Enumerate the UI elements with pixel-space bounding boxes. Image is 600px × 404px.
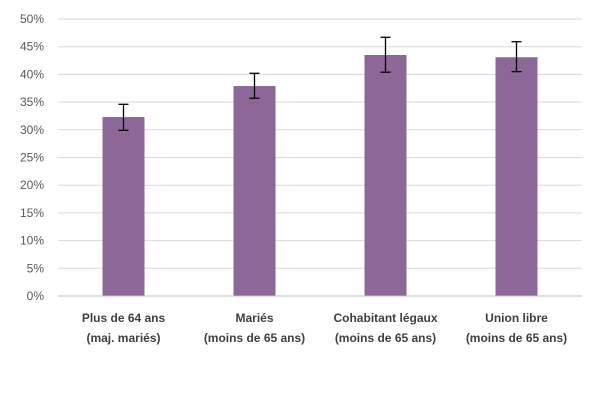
bar <box>102 117 145 296</box>
x-category-label: (moins de 65 ans) <box>204 331 305 345</box>
x-category-label: (moins de 65 ans) <box>335 331 436 345</box>
bar <box>233 86 276 296</box>
y-tick-label: 10% <box>20 234 44 248</box>
x-category-label: Union libre <box>485 311 548 325</box>
y-tick-label: 20% <box>20 178 44 192</box>
error-bar <box>380 36 391 73</box>
x-category-label: Plus de 64 ans <box>82 311 166 325</box>
bar <box>495 57 538 297</box>
y-tick-label: 30% <box>20 123 44 137</box>
y-tick-label: 45% <box>20 40 44 54</box>
error-bar <box>511 41 522 73</box>
x-category-label: Cohabitant légaux <box>333 311 437 325</box>
bars <box>102 55 538 297</box>
error-bar <box>118 103 129 132</box>
y-axis-tick-labels: 0% 5% 10% 15% 20% 25% 30% 35% 40% 45% 50% <box>20 12 44 303</box>
gridlines <box>58 18 582 269</box>
y-tick-label: 40% <box>20 67 44 81</box>
y-tick-label: 50% <box>20 12 44 26</box>
y-tick-label: 25% <box>20 151 44 165</box>
bar <box>364 55 407 297</box>
x-axis-category-labels: Plus de 64 ans (maj. mariés) Mariés (moins … <box>82 311 567 345</box>
x-category-label: (moins de 65 ans) <box>466 331 567 345</box>
error-bars <box>118 36 522 132</box>
x-category-label: (maj. mariés) <box>86 331 160 345</box>
y-tick-label: 5% <box>27 261 45 275</box>
error-bar <box>249 72 260 99</box>
y-tick-label: 15% <box>20 206 44 220</box>
x-category-label: Mariés <box>235 311 273 325</box>
y-tick-label: 0% <box>27 289 45 303</box>
y-tick-label: 35% <box>20 95 44 109</box>
